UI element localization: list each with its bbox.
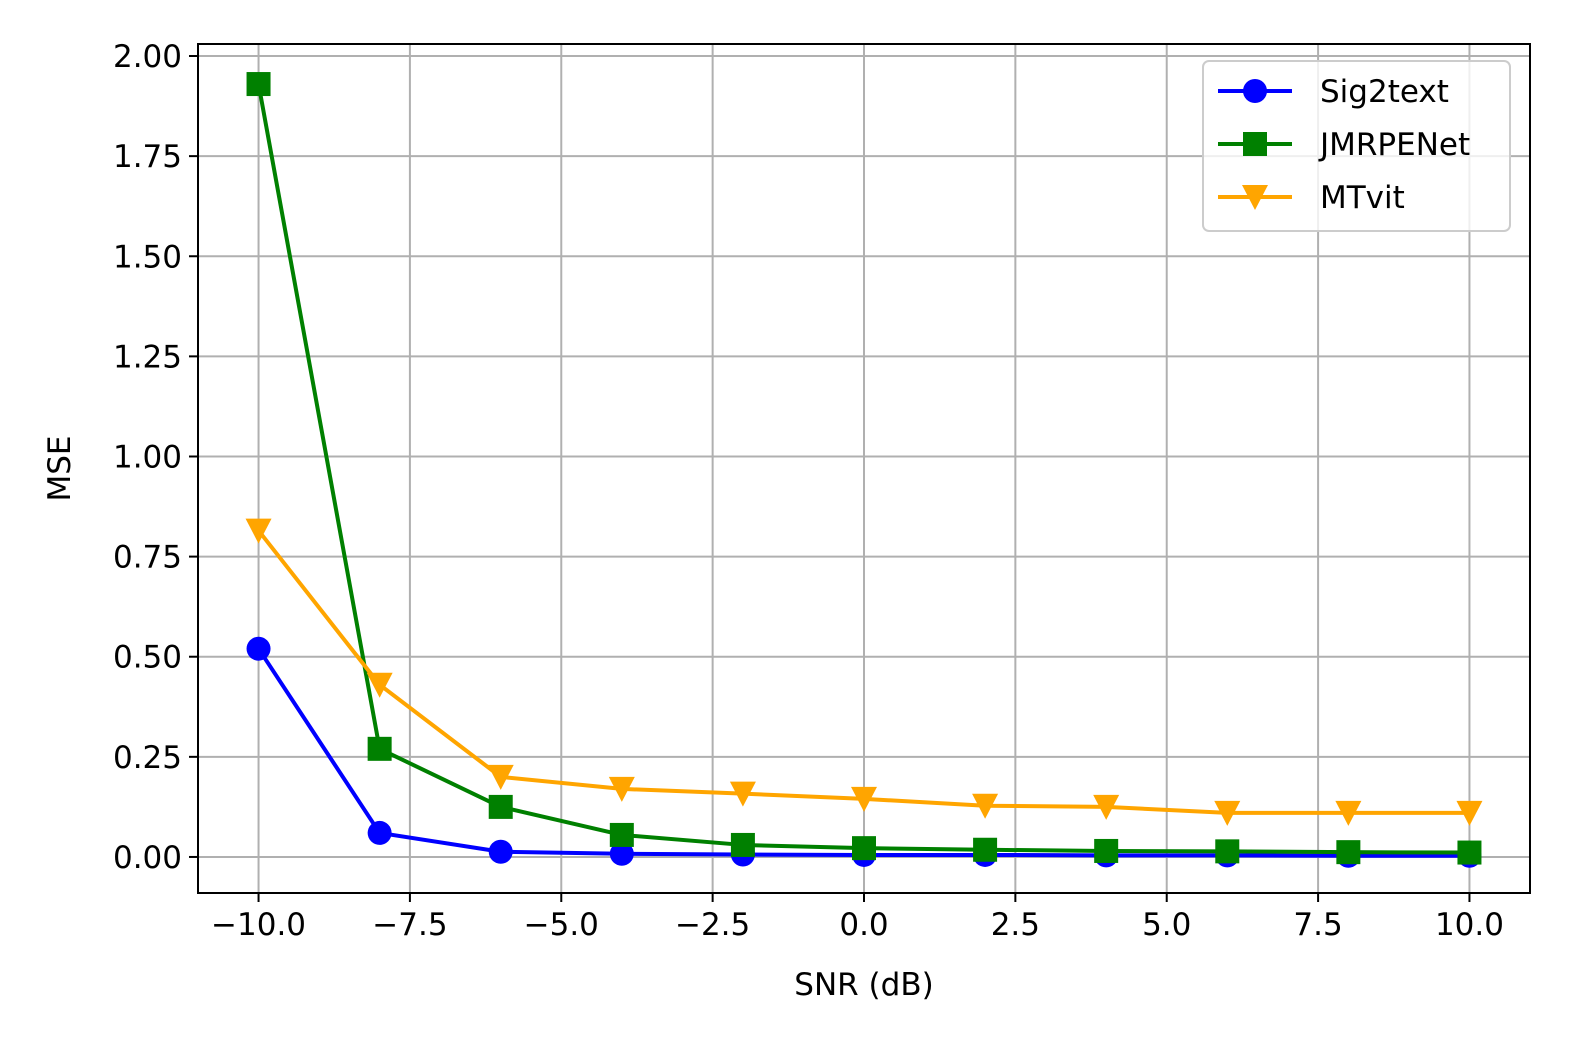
x-tick-label: 0.0 [839, 907, 888, 943]
legend-item-jmrpenet: JMRPENet [1218, 127, 1470, 163]
x-tick-label: 10.0 [1435, 907, 1504, 943]
legend-label-sig2text: Sig2text [1320, 74, 1449, 110]
legend-item-sig2text: Sig2text [1218, 74, 1449, 110]
series-mtvit [245, 518, 1483, 826]
x-tick-label: −7.5 [372, 907, 447, 943]
x-tick-label: 5.0 [1142, 907, 1191, 943]
x-axis-label: SNR (dB) [794, 967, 933, 1003]
legend-marker-sig2text [1243, 79, 1267, 103]
data-point-jmrpenet [730, 832, 755, 857]
data-point-mtvit [1093, 794, 1120, 820]
y-tick-label: 0.75 [113, 540, 182, 576]
data-point-mtvit [1214, 800, 1241, 826]
legend-marker-mtvit [1242, 185, 1268, 210]
x-axis: −10.0 −7.5 −5.0 −2.5 0.0 2.5 5.0 7.5 10.0 [211, 893, 1504, 943]
y-tick-label: 1.75 [113, 139, 182, 175]
y-tick-label: 0.25 [113, 740, 182, 776]
legend-box [1202, 60, 1511, 232]
data-point-sig2text [246, 636, 271, 661]
legend-item-mtvit: MTvit [1218, 180, 1405, 216]
data-point-jmrpenet [609, 822, 634, 847]
series-jmrpenet [246, 72, 1482, 865]
y-axis-label: MSE [42, 435, 78, 501]
data-point-mtvit [366, 672, 393, 698]
data-point-jmrpenet [1094, 838, 1119, 863]
y-tick-label: 0.00 [113, 840, 182, 876]
data-point-mtvit [487, 764, 514, 790]
x-tick-label: −2.5 [675, 907, 750, 943]
data-point-mtvit [1456, 800, 1483, 826]
data-point-mtvit [972, 793, 999, 819]
x-tick-label: −10.0 [211, 907, 306, 943]
data-point-jmrpenet [1215, 839, 1240, 864]
series-layer [245, 72, 1483, 868]
data-point-jmrpenet [367, 736, 392, 761]
legend-label-mtvit: MTvit [1320, 180, 1405, 216]
legend: Sig2text JMRPENet MTvit [1202, 60, 1511, 232]
x-tick-label: −5.0 [524, 907, 599, 943]
data-point-mtvit [608, 776, 635, 802]
y-tick-label: 1.50 [113, 239, 182, 275]
legend-label-jmrpenet: JMRPENet [1318, 127, 1470, 163]
data-point-jmrpenet [852, 836, 876, 861]
data-point-jmrpenet [973, 837, 998, 862]
y-tick-label: 1.00 [113, 439, 182, 475]
data-point-sig2text [367, 820, 392, 845]
y-tick-label: 1.25 [113, 339, 182, 375]
data-point-mtvit [245, 518, 272, 544]
y-tick-label: 2.00 [113, 39, 182, 75]
data-point-mtvit [1335, 800, 1362, 826]
data-point-mtvit [851, 786, 877, 812]
data-point-jmrpenet [1336, 840, 1361, 865]
x-tick-label: 7.5 [1293, 907, 1342, 943]
data-point-sig2text [488, 839, 513, 864]
data-point-sig2text [609, 841, 634, 866]
legend-marker-jmrpenet [1243, 132, 1267, 156]
x-tick-label: 2.5 [991, 907, 1040, 943]
data-point-jmrpenet [1457, 840, 1482, 865]
data-point-mtvit [729, 781, 756, 807]
data-point-jmrpenet [488, 794, 513, 819]
y-tick-label: 0.50 [113, 640, 182, 676]
data-point-jmrpenet [246, 72, 271, 97]
y-axis: 0.00 0.25 0.50 0.75 1.00 1.25 1.50 1.75 2.00 [113, 39, 198, 876]
